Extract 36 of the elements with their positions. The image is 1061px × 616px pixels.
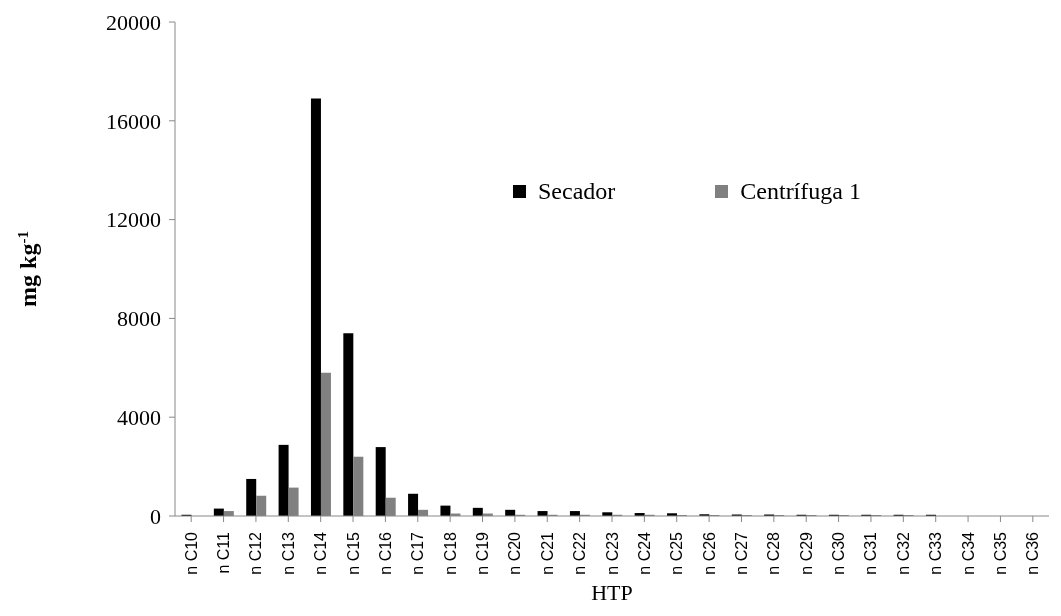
- x-tick-label: n C19: [474, 531, 492, 575]
- x-tick-label: n C29: [797, 531, 815, 575]
- y-tick-label: 0: [150, 503, 161, 529]
- y-tick-label: 12000: [106, 207, 161, 233]
- x-tick-label: n C13: [279, 531, 297, 575]
- x-tick-label: n C12: [247, 531, 265, 575]
- x-tick-label: n C15: [344, 531, 362, 575]
- legend-label: Secador: [538, 178, 616, 205]
- x-tick-label: n C11: [215, 531, 233, 574]
- x-tick-label: n C10: [182, 531, 200, 575]
- x-tick-label: n C32: [894, 531, 912, 575]
- legend-label: Centrífuga 1: [740, 178, 861, 205]
- x-tick-label: n C28: [765, 531, 783, 575]
- x-tick-label: n C25: [668, 531, 686, 575]
- y-tick-label: 8000: [117, 306, 161, 332]
- x-tick-label: n C26: [700, 531, 718, 575]
- x-tick-label: n C35: [991, 531, 1009, 575]
- y-tick-label: 4000: [117, 405, 161, 431]
- x-tick-label: n C21: [538, 531, 556, 575]
- x-tick-label: n C20: [506, 531, 524, 575]
- x-tick-label: n C17: [409, 531, 427, 575]
- x-tick-label: n C33: [927, 531, 945, 575]
- x-axis-title: HTP: [591, 580, 633, 605]
- x-tick-label: n C23: [603, 531, 621, 575]
- x-tick-label: n C27: [732, 531, 750, 575]
- x-tick-label: n C14: [312, 531, 330, 575]
- x-tick-label: n C31: [862, 531, 880, 575]
- x-tick-label: n C18: [441, 531, 459, 575]
- y-tick-label: 20000: [106, 9, 161, 35]
- x-tick-label: n C34: [959, 531, 977, 575]
- x-tick-label: n C24: [635, 531, 653, 575]
- x-tick-label: n C30: [830, 531, 848, 575]
- x-tick-label: n C36: [1024, 531, 1042, 575]
- x-tick-label: n C22: [571, 531, 589, 575]
- y-tick-label: 16000: [106, 108, 161, 134]
- x-tick-label: n C16: [376, 531, 394, 575]
